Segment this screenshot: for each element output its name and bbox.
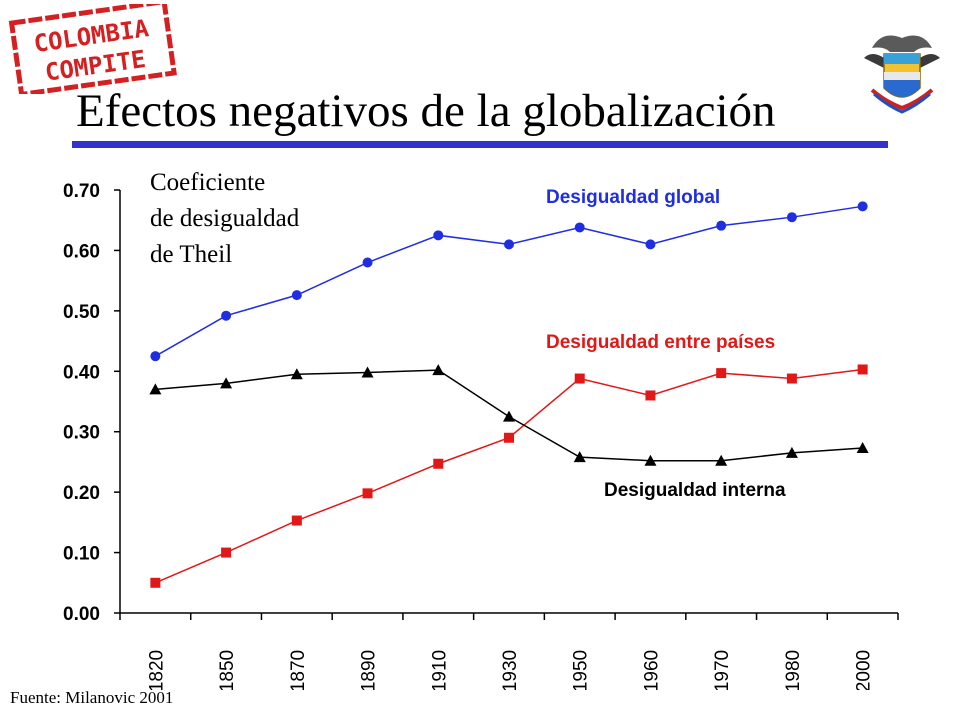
logo-stamp-graphic: COLOMBIA COMPITE: [8, 0, 177, 98]
data-point: [574, 222, 585, 233]
x-tick-label: 1910: [429, 650, 450, 690]
data-point: [291, 515, 302, 526]
series-line: [155, 368, 863, 584]
y-axis-label-line: de Theil: [150, 241, 232, 268]
data-point: [361, 366, 374, 378]
y-tick-label: 0.00: [63, 604, 100, 625]
data-point: [574, 373, 585, 384]
data-point: [433, 230, 444, 241]
colombia-compite-logo: COLOMBIA COMPITE: [8, 0, 178, 98]
colombia-coat-of-arms-icon: [862, 28, 942, 116]
data-point: [432, 364, 445, 376]
y-tick-label: 0.50: [63, 302, 100, 323]
y-tick-label: 0.70: [63, 181, 100, 202]
y-axis-label-line: de desigualdad: [150, 205, 300, 232]
data-point: [716, 368, 727, 379]
data-point: [150, 577, 161, 588]
data-point: [786, 373, 797, 384]
data-point: [857, 364, 868, 375]
y-axis-label: Coeficiente de desigualdad de Theil: [150, 169, 300, 268]
x-tick-label: 1930: [500, 650, 521, 690]
data-point: [291, 290, 302, 301]
data-point: [856, 442, 869, 454]
series-label: Desigualdad global: [546, 187, 720, 208]
data-point: [504, 432, 514, 443]
x-tick-label: 1950: [571, 650, 592, 690]
y-tick-label: 0.10: [63, 544, 100, 565]
x-tick-label: 1890: [359, 650, 380, 690]
y-tick-label: 0.20: [63, 483, 100, 504]
x-tick-label: 1970: [712, 650, 733, 690]
x-tick-label: 1850: [217, 650, 238, 690]
data-point: [503, 410, 515, 422]
data-point: [362, 488, 373, 499]
x-tick-label: 1980: [783, 650, 804, 690]
data-point: [433, 458, 444, 469]
x-tick-label: 1820: [146, 650, 167, 690]
data-point: [644, 454, 657, 466]
x-tick-label: 1960: [641, 650, 662, 690]
data-point: [716, 220, 727, 231]
data-point: [504, 239, 514, 250]
data-point: [786, 212, 797, 223]
y-tick-label: 0.30: [63, 423, 100, 444]
x-tick-label: 2000: [854, 650, 875, 690]
data-point: [150, 351, 161, 362]
y-tick-label: 0.60: [63, 241, 100, 262]
line-chart: Coeficiente de desigualdad de Theil 0.00…: [0, 150, 960, 690]
source-note: Fuente: Milanovic 2001: [10, 688, 174, 707]
data-point: [785, 446, 798, 458]
data-point: [573, 451, 586, 463]
y-axis-label-line: Coeficiente: [150, 169, 265, 196]
data-point: [221, 310, 232, 321]
data-point: [857, 201, 868, 212]
data-point: [362, 257, 373, 268]
series-label: Desigualdad entre países: [546, 332, 775, 353]
title-underline: [72, 141, 888, 148]
x-tick-label: 1870: [288, 650, 309, 690]
data-point: [221, 547, 232, 558]
data-point: [220, 377, 233, 389]
slide-title: Efectos negativos de la globalización: [76, 85, 776, 137]
data-point: [149, 383, 162, 395]
data-point: [645, 390, 656, 401]
data-point: [645, 239, 656, 250]
y-tick-label: 0.40: [63, 362, 100, 383]
series-label: Desigualdad interna: [604, 480, 786, 501]
chart-canvas: Coeficiente de desigualdad de Theil 0.00…: [63, 169, 899, 690]
data-point: [715, 454, 728, 466]
data-point: [290, 368, 303, 380]
